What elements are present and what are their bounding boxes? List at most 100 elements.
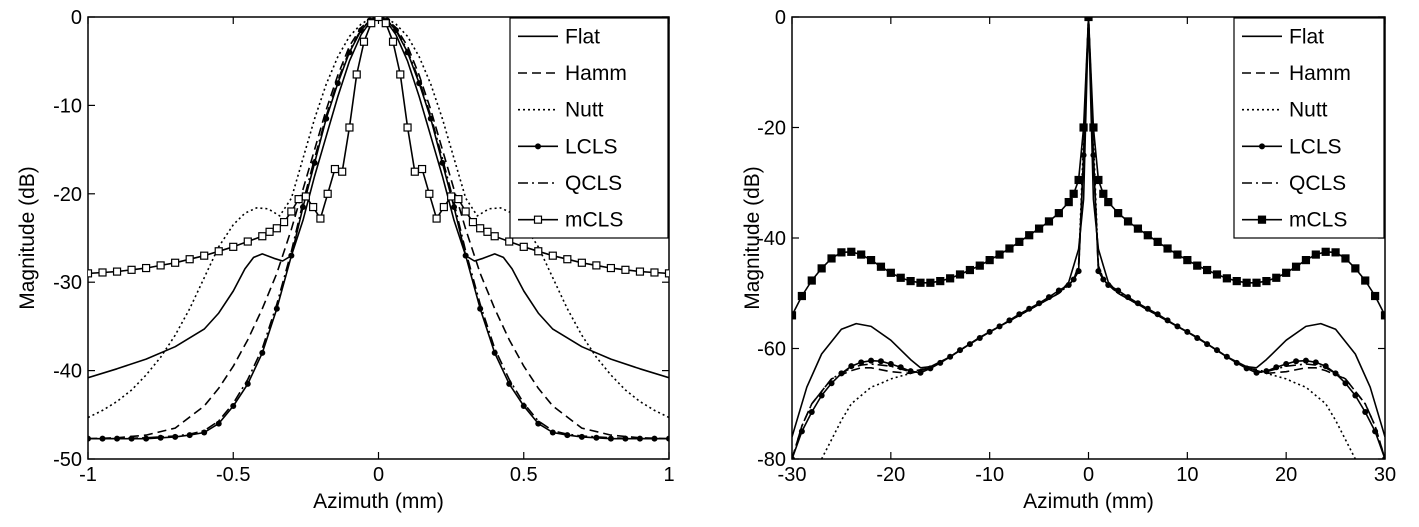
right-point-lcls [1045, 294, 1052, 301]
right-series-line-hamm [792, 17, 1385, 459]
left-point-mcls [200, 251, 209, 260]
right-point-mcls [1202, 265, 1212, 275]
left-point-mcls [454, 195, 463, 204]
left-series-line-flat [88, 17, 669, 379]
right-point-mcls [1173, 250, 1182, 259]
left-y-tick-label: -50 [53, 449, 82, 471]
left-x-tick-label: 0 [373, 464, 384, 486]
left-legend-label: Hamm [565, 62, 627, 85]
right-legend: Flat Hamm Nutt LCLS QCLS mCLS [1233, 17, 1385, 239]
left-y-tick-label: -30 [53, 272, 82, 294]
right-point-mcls [1361, 276, 1370, 285]
right-point-mcls [1163, 244, 1172, 253]
left-legend-label: mCLS [565, 209, 623, 232]
right-point-mcls [926, 278, 935, 287]
left-point-lcls [334, 80, 341, 87]
left-point-mcls [171, 258, 180, 267]
left-point-mcls [156, 261, 165, 270]
right-point-mcls [1025, 231, 1034, 240]
right-point-mcls [955, 270, 965, 279]
right-x-tick-label: 0 [1083, 464, 1094, 486]
left-point-mcls [410, 167, 419, 176]
left-point-mcls [185, 255, 194, 264]
right-point-mcls [886, 268, 895, 277]
right-series-line-flat [792, 17, 1385, 438]
left-point-mcls [447, 192, 456, 201]
left-point-mcls [664, 269, 669, 278]
right-point-mcls [1079, 123, 1088, 132]
left-point-lcls [201, 429, 208, 436]
left-point-mcls [294, 195, 303, 204]
left-point-mcls [214, 247, 223, 256]
left-point-mcls [577, 258, 586, 267]
right-point-lcls [947, 353, 954, 360]
left-point-mcls [243, 237, 252, 246]
right-point-mcls [1153, 237, 1162, 246]
left-legend-label: LCLS [565, 135, 618, 158]
right-point-lcls [887, 360, 894, 367]
left-point-lcls [549, 429, 556, 436]
right-point-lcls [1075, 268, 1082, 275]
right-point-mcls [1262, 276, 1271, 286]
right-point-lcls [907, 368, 914, 375]
right-point-mcls [866, 256, 876, 265]
right-point-lcls [868, 357, 875, 364]
right-point-lcls [877, 358, 884, 365]
right-legend-label: QCLS [1289, 172, 1346, 195]
right-y-tick-label: -80 [757, 449, 786, 471]
right-legend-label: mCLS [1289, 209, 1347, 232]
left-point-mcls [112, 267, 122, 276]
right-point-mcls [1311, 250, 1320, 259]
left-legend-box [509, 17, 669, 239]
right-y-axis-label: Magnitude (dB) [741, 166, 764, 310]
left-y-tick-label: -10 [53, 95, 82, 117]
right-point-lcls [1055, 287, 1062, 294]
left-point-mcls [388, 37, 398, 46]
right-point-mcls [946, 274, 955, 283]
left-point-mcls [425, 189, 434, 198]
right-point-mcls [985, 256, 994, 265]
right-point-mcls [1232, 276, 1241, 286]
right-point-mcls [1069, 189, 1078, 198]
left-point-mcls [359, 37, 369, 46]
left-legend-label: QCLS [565, 172, 622, 195]
right-point-lcls [1223, 353, 1230, 360]
left-point-mcls [345, 123, 354, 132]
right-point-mcls [916, 278, 925, 287]
left-point-mcls [279, 217, 289, 227]
left-legend-marker [533, 215, 543, 224]
right-x-tick-label: 30 [1374, 464, 1396, 486]
right-point-mcls [1252, 278, 1261, 287]
right-series-line-lcls [792, 17, 1385, 459]
right-point-mcls [1054, 209, 1063, 218]
right-point-mcls [896, 273, 905, 282]
left-point-mcls [650, 268, 659, 277]
right-point-lcls [1322, 363, 1329, 370]
left-x-tick-label: 0.5 [510, 464, 538, 486]
right-point-mcls [807, 276, 816, 285]
right-point-lcls [1263, 368, 1270, 375]
right-point-mcls [1212, 270, 1222, 279]
left-series-layer [88, 17, 669, 442]
right-point-lcls [1204, 341, 1211, 348]
right-point-lcls [1362, 409, 1369, 416]
right-point-mcls [1272, 273, 1281, 282]
right-x-tick-label: -10 [975, 464, 1004, 486]
right-point-lcls [808, 409, 815, 416]
right-point-lcls [1253, 369, 1260, 376]
left-point-mcls [381, 19, 390, 28]
left-series-line-hamm [88, 17, 669, 440]
left-point-mcls [606, 263, 616, 273]
left-point-lcls [157, 434, 164, 441]
left-point-mcls [635, 267, 645, 276]
left-series-line-qcls [88, 17, 669, 440]
left-point-mcls [142, 263, 151, 273]
right-x-tick-label: 20 [1275, 464, 1297, 486]
right-legend-marker [1257, 215, 1267, 224]
right-point-mcls [975, 261, 984, 270]
left-point-mcls [88, 269, 93, 278]
right-point-lcls [917, 369, 924, 376]
left-point-lcls [311, 159, 318, 166]
right-point-mcls [1044, 217, 1054, 226]
